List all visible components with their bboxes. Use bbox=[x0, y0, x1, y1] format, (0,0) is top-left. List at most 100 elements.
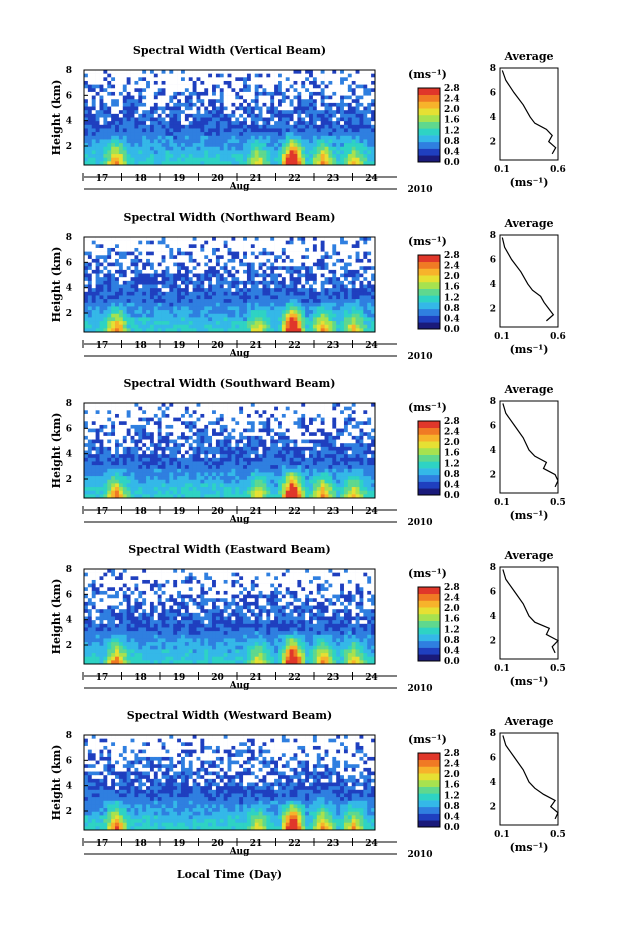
data-gap bbox=[309, 84, 314, 89]
heatmap-cell bbox=[107, 247, 112, 252]
data-gap bbox=[126, 417, 131, 422]
heatmap-cell bbox=[118, 288, 124, 293]
heatmap-cell bbox=[177, 262, 182, 267]
data-gap bbox=[118, 428, 124, 433]
data-gap bbox=[231, 84, 236, 89]
heatmap-cell bbox=[215, 302, 221, 307]
data-gap bbox=[239, 247, 244, 252]
heatmap-cell bbox=[208, 310, 213, 315]
heatmap-cell bbox=[278, 321, 283, 325]
heatmap-cell bbox=[111, 421, 116, 426]
data-gap bbox=[266, 269, 271, 274]
heatmap-cell bbox=[157, 479, 162, 484]
data-gap bbox=[130, 413, 135, 418]
heatmap-cell bbox=[351, 150, 356, 155]
data-gap bbox=[343, 99, 349, 104]
data-gap bbox=[258, 284, 263, 289]
heatmap-cell bbox=[285, 299, 290, 304]
heatmap-cell bbox=[285, 291, 290, 296]
colorbar-segment bbox=[418, 288, 440, 296]
heatmap-cell bbox=[107, 291, 112, 296]
heatmap-cell bbox=[146, 476, 151, 481]
heatmap-cell bbox=[293, 143, 298, 148]
heatmap-cell bbox=[351, 313, 356, 318]
heatmap-cell bbox=[173, 454, 178, 459]
data-gap bbox=[184, 432, 190, 437]
heatmap-cell bbox=[215, 472, 221, 477]
data-gap bbox=[363, 262, 368, 267]
heatmap-cell bbox=[103, 102, 108, 107]
heatmap-cell bbox=[208, 258, 213, 263]
heatmap-cell bbox=[200, 154, 205, 158]
heatmap-cell bbox=[367, 324, 372, 329]
heatmap-cell bbox=[177, 106, 182, 111]
heatmap-cell bbox=[169, 454, 174, 459]
heatmap-cell bbox=[250, 291, 256, 296]
heatmap-cell bbox=[223, 454, 228, 459]
heatmap-cell bbox=[316, 299, 321, 304]
heatmap-cell bbox=[212, 128, 217, 133]
data-gap bbox=[115, 435, 120, 440]
heatmap-cell bbox=[173, 487, 178, 491]
heatmap-cell bbox=[103, 258, 108, 263]
heatmap-cell bbox=[95, 428, 100, 433]
heatmap-cell bbox=[297, 277, 302, 282]
data-gap bbox=[157, 410, 162, 415]
heatmap-cell bbox=[347, 288, 353, 293]
heatmap-cell bbox=[115, 310, 120, 315]
heatmap-cell bbox=[134, 284, 139, 289]
heatmap-cell bbox=[258, 295, 263, 300]
heatmap-cell bbox=[351, 154, 356, 158]
heatmap-cell bbox=[103, 295, 108, 300]
heatmap-cell bbox=[87, 288, 93, 293]
heatmap-cell bbox=[153, 124, 159, 129]
heatmap-cell bbox=[149, 284, 155, 289]
heatmap-cell bbox=[142, 468, 147, 473]
heatmap-cell bbox=[103, 457, 108, 462]
heatmap-cell bbox=[336, 110, 341, 115]
heatmap-cell bbox=[122, 446, 127, 451]
heatmap-cell bbox=[289, 128, 294, 133]
data-gap bbox=[243, 73, 248, 78]
data-gap bbox=[173, 413, 178, 418]
heatmap-cell bbox=[262, 150, 267, 155]
heatmap-cell bbox=[173, 465, 178, 470]
heatmap-cell bbox=[130, 487, 135, 491]
data-gap bbox=[157, 247, 162, 252]
heatmap-cell bbox=[355, 128, 360, 133]
heatmap-cell bbox=[312, 291, 318, 296]
data-gap bbox=[84, 91, 89, 96]
heatmap-cell bbox=[99, 295, 104, 300]
heatmap-cell bbox=[227, 306, 232, 311]
heatmap-cell bbox=[134, 128, 139, 133]
data-gap bbox=[122, 70, 127, 74]
data-gap bbox=[293, 244, 298, 249]
heatmap-cell bbox=[367, 288, 372, 293]
heatmap-cell bbox=[250, 121, 256, 126]
data-gap bbox=[297, 77, 302, 82]
heatmap-cell bbox=[305, 99, 310, 104]
heatmap-cell bbox=[301, 84, 306, 89]
data-gap bbox=[91, 417, 96, 422]
heatmap-cell bbox=[367, 328, 372, 333]
heatmap-cell bbox=[161, 284, 166, 289]
heatmap-cell bbox=[297, 313, 302, 318]
data-gap bbox=[142, 439, 147, 444]
heatmap-cell bbox=[231, 121, 236, 126]
heatmap-cell bbox=[297, 154, 302, 158]
data-gap bbox=[91, 435, 96, 440]
heatmap-cell bbox=[297, 121, 302, 126]
heatmap-cell bbox=[99, 128, 104, 133]
heatmap-cell bbox=[115, 468, 120, 473]
heatmap-cell bbox=[103, 113, 108, 118]
data-gap bbox=[223, 421, 228, 426]
heatmap-cell bbox=[336, 299, 341, 304]
data-gap bbox=[324, 244, 329, 249]
data-gap bbox=[347, 277, 353, 282]
heatmap-cell bbox=[212, 302, 217, 307]
heatmap-cell bbox=[219, 91, 224, 96]
heatmap-cell bbox=[351, 321, 356, 325]
colorbar-segment bbox=[418, 135, 440, 143]
data-gap bbox=[200, 269, 205, 274]
average-y-tick-label: 6 bbox=[490, 89, 496, 99]
